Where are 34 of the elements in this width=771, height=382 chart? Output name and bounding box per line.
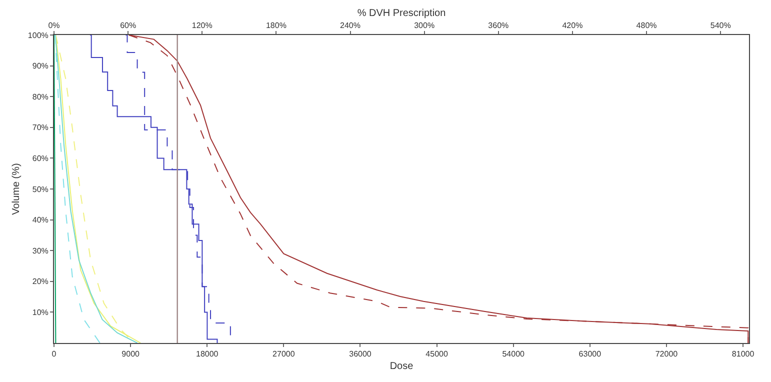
y-tick-label: 60%	[32, 154, 48, 163]
x-tick-label: 9000	[122, 350, 140, 359]
y-tick-label: 70%	[32, 123, 48, 132]
x-tick-label: 81000	[732, 350, 755, 359]
x2-tick-label: 300%	[414, 20, 435, 30]
x2-tick-label: 360%	[488, 20, 509, 30]
x2-axis-title: % DVH Prescription	[357, 8, 446, 19]
x-tick-label: 0	[52, 350, 57, 359]
y-tick-label: 40%	[32, 216, 48, 225]
x2-tick-label: 120%	[192, 20, 212, 30]
x-tick-label: 63000	[578, 350, 602, 359]
x2-tick-label: 60%	[120, 20, 136, 30]
x-axis-title: Dose	[390, 361, 414, 372]
x-tick-label: 54000	[502, 350, 526, 359]
x2-tick-label: 420%	[562, 20, 583, 30]
y-tick-label: 90%	[32, 62, 48, 71]
y-axis-title: Volume (%)	[10, 163, 22, 215]
x-tick-label: 45000	[426, 350, 448, 359]
x2-tick-label: 240%	[340, 20, 361, 30]
line-series	[54, 35, 100, 343]
x2-tick-label: 540%	[710, 20, 731, 30]
x2-tick-label: 480%	[636, 20, 657, 30]
x2-tick-label: 180%	[266, 20, 286, 30]
x-tick-label: 18000	[196, 350, 219, 359]
x-tick-label: 36000	[349, 350, 372, 359]
y-tick-label: 30%	[32, 246, 48, 256]
y-tick-label: 10%	[32, 308, 48, 317]
x-tick-label: 27000	[272, 350, 296, 359]
y-tick-label: 50%	[32, 184, 48, 194]
y-tick-label: 100%	[28, 30, 48, 40]
y-tick-label: 20%	[32, 277, 48, 286]
y-tick-label: 80%	[32, 92, 48, 102]
x-tick-label: 72000	[655, 350, 678, 359]
x2-tick-label: 0%	[48, 20, 60, 30]
